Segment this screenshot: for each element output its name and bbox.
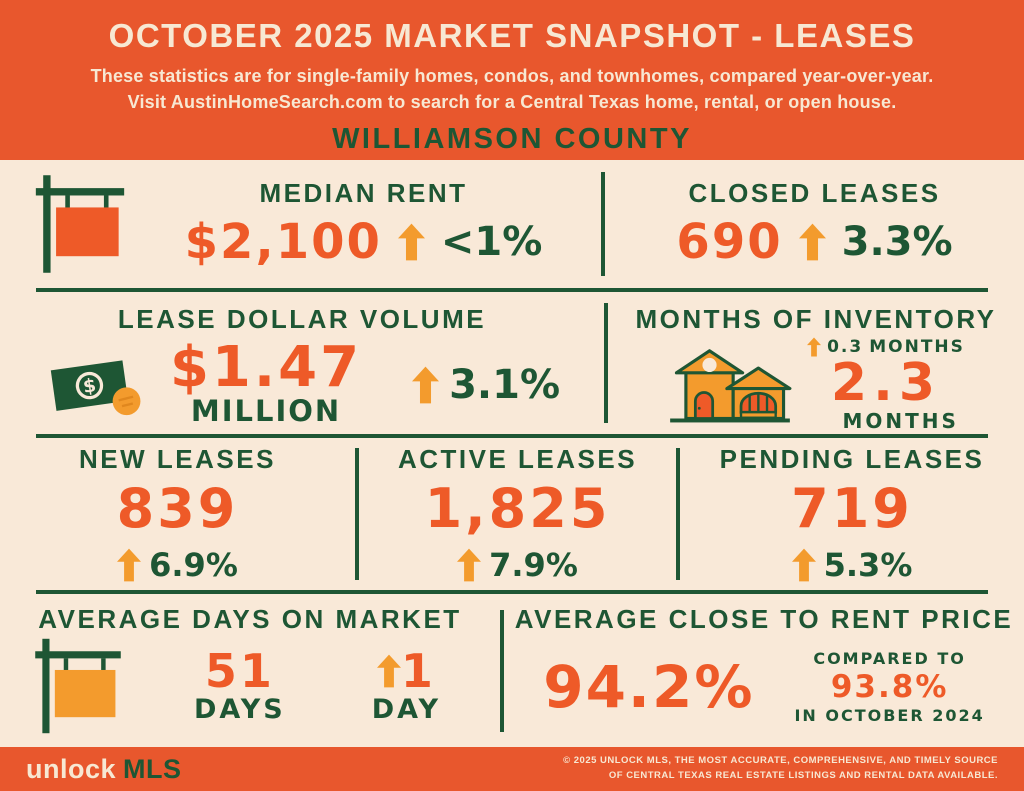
horizontal-divider [36, 434, 988, 438]
stat-median-rent: MEDIAN RENT $2,100 <1% [0, 160, 601, 288]
row-volume-inventory: LEASE DOLLAR VOLUME $ $1.47 [0, 292, 1024, 434]
subtitle-line-1: These statistics are for single-family h… [90, 66, 934, 86]
row-dom-close: AVERAGE DAYS ON MARKET 51 DAYS 1 DAY [0, 594, 1024, 747]
vertical-divider [500, 609, 504, 732]
dollar-sign-glyph: $ [82, 375, 98, 398]
vertical-divider [604, 303, 608, 423]
stat-change: 3.1% [449, 361, 561, 408]
stat-value: 1,825 [424, 477, 611, 540]
county-title: WILLIAMSON COUNTY [332, 123, 692, 156]
row-median-closed: MEDIAN RENT $2,100 <1% CLOSED LEASES 690… [0, 160, 1024, 288]
header: OCTOBER 2025 MARKET SNAPSHOT - LEASES Th… [0, 0, 1024, 160]
stat-change-unit: DAY [371, 693, 442, 725]
compare-suffix: IN OCTOBER 2024 [794, 706, 985, 725]
horizontal-divider [36, 288, 988, 292]
up-arrow-icon [798, 223, 826, 261]
up-arrow-icon [397, 223, 425, 261]
stat-months-of-inventory: MONTHS OF INVENTORY [608, 292, 1024, 434]
stat-label: NEW LEASES [79, 444, 276, 474]
vertical-divider [355, 448, 359, 580]
yard-sign-icon [35, 638, 121, 734]
stat-label: PENDING LEASES [719, 444, 985, 474]
footer: unlock MLS © 2025 UNLOCK MLS, THE MOST AC… [0, 747, 1024, 791]
stat-value: 51 [204, 643, 275, 698]
stat-avg-close-to-rent: AVERAGE CLOSE TO RENT PRICE 94.2% COMPAR… [504, 594, 1024, 747]
page-title: OCTOBER 2025 MARKET SNAPSHOT - LEASES [108, 17, 916, 54]
house-icon [670, 349, 792, 423]
stat-value: 690 [676, 214, 783, 270]
stat-change-unit: MONTHS [869, 337, 965, 357]
compare-value: 93.8% [830, 669, 949, 705]
unlock-mls-logo: unlock MLS [26, 754, 182, 785]
stat-change-value: 1 [400, 643, 436, 698]
stat-label: ACTIVE LEASES [397, 444, 638, 474]
up-arrow-icon [117, 548, 142, 582]
stat-value: 94.2% [543, 653, 755, 721]
stat-active-leases: ACTIVE LEASES 1,825 7.9% [359, 438, 676, 590]
stat-change-value: 0.3 [827, 337, 864, 357]
stat-pending-leases: PENDING LEASES 719 5.3% [680, 438, 1024, 590]
stat-change: 5.3% [823, 546, 913, 584]
stat-unit: MONTHS [842, 409, 959, 433]
up-arrow-icon [412, 366, 440, 404]
vertical-divider [676, 448, 680, 580]
stat-label: AVERAGE DAYS ON MARKET [38, 604, 462, 634]
stat-change: 6.9% [149, 546, 238, 584]
copyright-line-2: OF CENTRAL TEXAS REAL ESTATE LISTINGS AN… [608, 770, 998, 781]
subtitle-line-2: Visit AustinHomeSearch.com to search for… [127, 92, 897, 113]
stat-label: MONTHS OF INVENTORY [635, 304, 997, 334]
row-leases: NEW LEASES 839 6.9% ACTIVE LEASES 1,825 … [0, 438, 1024, 590]
up-arrow-icon [376, 654, 401, 687]
stat-change: 3.3% [841, 219, 953, 265]
stat-value: 719 [791, 477, 913, 540]
stat-change: <1% [440, 219, 543, 265]
stat-label: CLOSED LEASES [688, 178, 941, 208]
stat-unit: MILLION [190, 394, 342, 429]
horizontal-divider [36, 590, 988, 594]
stat-value: 839 [116, 477, 239, 540]
stat-avg-days-on-market: AVERAGE DAYS ON MARKET 51 DAYS 1 DAY [0, 594, 500, 747]
stat-label: LEASE DOLLAR VOLUME [117, 304, 487, 334]
copyright-text: © 2025 UNLOCK MLS, THE MOST ACCURATE, CO… [563, 754, 998, 783]
logo-unlock-text: unlock [26, 753, 117, 784]
up-arrow-icon [457, 548, 482, 582]
stat-value: $2,100 [184, 214, 382, 270]
stat-value: $1.47 [169, 335, 363, 400]
up-arrow-icon [791, 548, 816, 582]
stat-unit: DAYS [194, 693, 286, 725]
yard-sign-icon [35, 175, 125, 273]
money-icon: $ [50, 359, 141, 415]
stat-new-leases: NEW LEASES 839 6.9% [0, 438, 355, 590]
stat-value: 2.3 [830, 353, 942, 413]
vertical-divider [601, 172, 605, 276]
stat-label: AVERAGE CLOSE TO RENT PRICE [514, 604, 1014, 634]
stat-change: 7.9% [489, 546, 578, 584]
logo-mls-text: MLS [123, 753, 182, 784]
copyright-line-1: © 2025 UNLOCK MLS, THE MOST ACCURATE, CO… [563, 755, 998, 767]
up-arrow-icon [807, 337, 822, 357]
compare-prefix: COMPARED TO [813, 649, 966, 668]
stat-lease-dollar-volume: LEASE DOLLAR VOLUME $ $1.47 [0, 292, 604, 434]
stat-closed-leases: CLOSED LEASES 690 3.3% [605, 160, 1024, 288]
stat-label: MEDIAN RENT [259, 178, 468, 208]
header-subtitle: These statistics are for single-family h… [0, 63, 1024, 115]
